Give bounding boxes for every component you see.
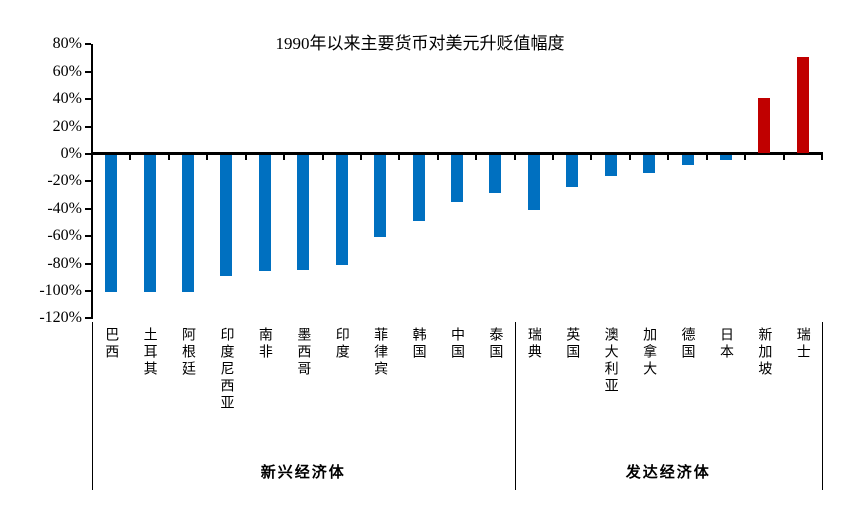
bar-印度尼西亚	[220, 155, 233, 276]
category-label-阿根廷: 阿根廷	[180, 327, 196, 378]
group-label-发达经济体: 发达经济体	[625, 464, 711, 481]
x-tick	[167, 155, 170, 160]
x-tick	[628, 155, 631, 160]
y-tick	[85, 70, 91, 73]
x-tick	[244, 155, 247, 160]
category-label-英国: 英国	[564, 327, 580, 361]
group-label-新兴经济体: 新兴经济体	[260, 464, 346, 481]
y-tick	[85, 262, 91, 265]
category-label-菲律宾: 菲律宾	[372, 327, 388, 378]
category-label-南非: 南非	[256, 327, 272, 361]
x-tick	[744, 155, 747, 160]
category-label-德国: 德国	[679, 327, 695, 361]
bar-德国	[681, 155, 694, 165]
bar-巴西	[105, 155, 118, 292]
y-tick	[85, 317, 91, 320]
x-tick	[283, 155, 286, 160]
group-separator-right	[822, 322, 823, 490]
bar-中国	[451, 155, 463, 202]
bar-土耳其	[143, 155, 156, 292]
y-tick-label: 20%	[52, 117, 82, 135]
y-tick-label: -120%	[39, 309, 82, 327]
chart-title: 1990年以来主要货币对美元升贬值幅度	[275, 34, 565, 53]
y-tick-label: -80%	[47, 254, 82, 272]
y-tick	[85, 98, 91, 101]
category-label-瑞典: 瑞典	[525, 327, 541, 361]
x-tick	[321, 155, 324, 160]
x-tick	[782, 155, 785, 160]
x-tick	[705, 155, 708, 160]
category-label-巴西: 巴西	[103, 327, 119, 361]
category-label-加拿大: 加拿大	[641, 327, 657, 378]
x-tick	[398, 155, 401, 160]
x-tick	[206, 155, 209, 160]
category-label-泰国: 泰国	[487, 327, 503, 361]
bar-英国	[566, 155, 579, 187]
bar-瑞典	[527, 155, 540, 210]
category-label-土耳其: 土耳其	[141, 327, 157, 378]
bar-泰国	[489, 155, 502, 194]
category-label-中国: 中国	[449, 327, 464, 361]
group-separator-left	[92, 322, 93, 490]
category-label-新加坡: 新加坡	[756, 327, 772, 378]
x-tick	[590, 155, 593, 160]
y-tick-label: 80%	[52, 35, 82, 53]
bar-菲律宾	[374, 155, 387, 238]
y-tick-label: -40%	[47, 199, 82, 217]
y-tick	[85, 207, 91, 210]
category-label-日本: 日本	[717, 327, 733, 361]
y-tick	[85, 180, 91, 183]
x-tick	[513, 155, 516, 160]
category-label-澳大利亚: 澳大利亚	[602, 327, 618, 395]
y-tick-label: -60%	[47, 227, 82, 245]
x-tick	[436, 155, 439, 160]
bar-南非	[258, 155, 271, 272]
y-tick-label: -100%	[39, 282, 82, 299]
category-label-瑞士: 瑞士	[794, 327, 810, 361]
y-tick	[85, 125, 91, 128]
bar-澳大利亚	[604, 155, 617, 176]
category-label-韩国: 韩国	[410, 327, 426, 361]
category-label-印度尼西亚: 印度尼西亚	[218, 327, 234, 412]
bar-韩国	[412, 155, 425, 221]
y-tick	[85, 290, 91, 292]
group-separator-mid	[514, 322, 516, 490]
category-label-印度: 印度	[333, 327, 349, 361]
bar-新加坡	[758, 98, 771, 153]
y-tick	[85, 43, 91, 46]
x-tick	[552, 155, 555, 160]
x-tick	[821, 155, 823, 160]
category-label-墨西哥: 墨西哥	[295, 327, 311, 378]
x-tick	[667, 155, 670, 160]
y-axis-line	[91, 44, 93, 320]
x-tick	[91, 155, 93, 160]
bar-日本	[719, 155, 732, 161]
x-tick	[129, 155, 132, 160]
y-tick-label: 40%	[52, 90, 82, 108]
x-axis-line	[91, 152, 823, 155]
y-tick	[85, 235, 91, 238]
bar-阿根廷	[182, 155, 195, 292]
bar-瑞士	[796, 57, 809, 153]
bar-墨西哥	[297, 155, 310, 271]
x-tick	[359, 155, 362, 160]
y-tick-label: 0%	[60, 145, 82, 162]
bar-印度	[335, 155, 348, 265]
y-tick-label: -20%	[47, 172, 82, 190]
y-tick	[85, 153, 91, 155]
y-tick-label: 60%	[52, 62, 82, 80]
x-tick	[475, 155, 478, 160]
bar-加拿大	[643, 155, 656, 173]
